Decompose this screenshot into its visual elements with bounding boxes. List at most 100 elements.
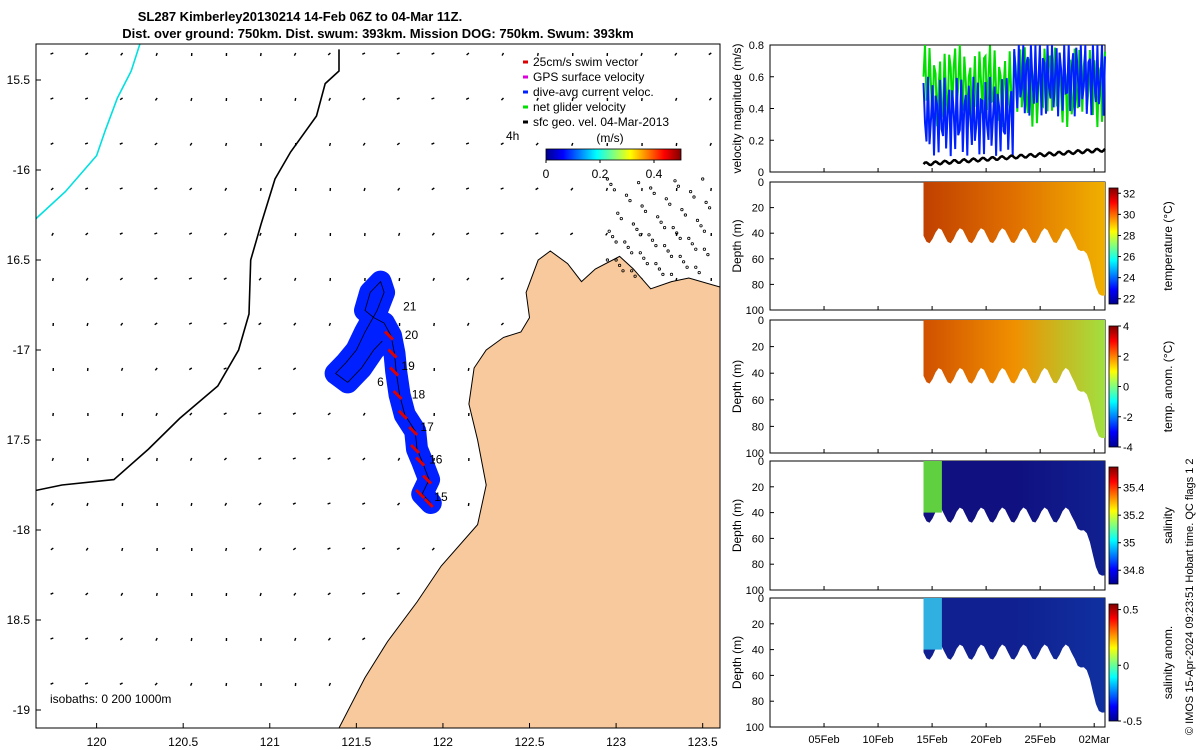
current-arrow [293,322,297,326]
current-arrow [431,97,435,100]
swim-vector [397,409,408,420]
section-fill [923,320,1105,439]
section-colorbar-tick-label: 22 [1123,294,1135,306]
current-arrow [292,457,296,460]
panel-y-tick-label: 0 [758,456,764,468]
current-arrow [361,547,366,550]
panel-y-tick-label: 20 [752,619,764,631]
current-arrow [674,97,678,102]
island-speck [666,249,670,253]
island-speck [662,226,667,230]
current-arrow [327,637,331,641]
current-arrow [50,637,54,640]
island-speck [678,254,682,258]
section-colorbar-tick-label: 34.8 [1123,565,1144,577]
current-arrow [327,52,331,56]
island-speck [683,213,688,217]
island-speck [635,227,639,231]
map-frame [35,43,721,729]
current-arrow [154,322,158,326]
day-label: 16 [429,452,443,466]
current-arrow [189,187,193,191]
section-colorbar-label: temp. anom. (°C) [1161,341,1175,433]
island-speck [681,260,686,264]
panel-y-tick-label: 40 [752,368,764,380]
current-arrow [84,637,89,640]
current-arrow [432,277,435,281]
current-arrow [465,187,470,190]
current-arrow [362,142,366,146]
panel-y-tick-label: 0.8 [749,40,764,52]
current-arrow [223,412,227,416]
isobath-1000m [36,49,340,492]
section-colorbar-tick-label: 28 [1123,230,1135,242]
island-speck [605,177,610,181]
current-arrow [431,52,435,55]
current-arrow [155,637,158,642]
current-arrow [431,142,435,145]
section-colorbar-tick-label: 2 [1123,351,1129,363]
panel-y-tick-label: 60 [752,533,764,545]
panel-y-tick-label: 0 [758,177,764,189]
island-speck [616,211,620,215]
panel-y-tick-label: 40 [752,228,764,240]
current-arrow [433,457,435,462]
section-colorbar-label: temperature (°C) [1161,201,1175,291]
current-arrow [327,412,331,416]
map-x-axis: 120 120.5 121 121.5 122 122.5 123 123.5 [87,723,718,749]
current-arrow [362,457,366,461]
current-arrow [500,277,504,281]
current-arrow [85,232,89,236]
island-speck [626,245,630,249]
section-colorbar [1108,187,1119,305]
current-arrow [431,187,435,191]
island-speck [619,217,623,221]
island-speck [654,261,658,266]
colorbar-tick-label: 0.4 [646,167,663,181]
current-arrow [188,367,193,371]
island-speck [692,195,696,199]
current-arrow [190,97,193,102]
island-speck [621,269,625,273]
current-arrow [361,592,366,595]
panel-y-tick-label: 0 [758,593,764,605]
section-fill [923,182,1105,296]
current-arrow [85,592,89,596]
current-arrow [361,52,366,55]
current-arrow [292,547,297,551]
current-arrow [362,637,366,641]
land-mass [338,250,720,728]
panel-y-tick-label: 40 [752,508,764,520]
current-arrow [500,142,504,146]
swim-vector [422,474,433,485]
island-speck [631,222,636,226]
swim-vector [423,497,434,509]
current-arrow [362,412,366,416]
legend-entry: dive-avg current veloc. [533,85,654,99]
current-arrow [467,367,470,372]
current-arrow [536,52,539,57]
island-speck [697,270,701,275]
current-arrow [223,232,227,236]
map-y-tick-label: -16 [13,163,31,177]
current-arrow [431,547,435,551]
current-arrow [51,277,54,282]
panel-y-tick-label: 0.4 [749,104,764,116]
current-arrow [154,367,158,371]
swim-vector [387,348,398,359]
current-arrow [465,232,470,236]
current-arrow [84,187,89,190]
island-speck [694,247,698,251]
current-arrow [225,142,228,147]
island-speck [707,206,712,210]
current-arrow [328,682,332,687]
island-speck [701,177,705,181]
current-arrow [188,232,193,235]
section-patch [923,461,942,513]
current-arrow [293,592,297,596]
current-arrow [258,367,262,370]
current-arrow [466,277,470,281]
panel-y-tick-label: 100 [746,305,764,317]
current-arrow [120,367,124,372]
current-arrow [674,52,678,56]
